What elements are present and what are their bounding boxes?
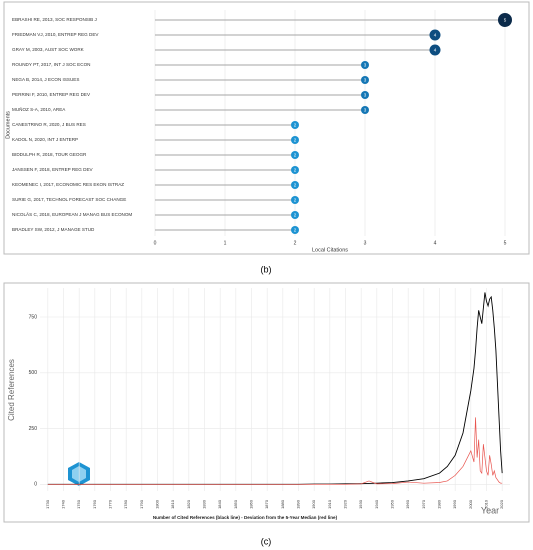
y-tick-label: KEOMENEC I, 2017, ECONOMIC RES EKON ISTR… <box>12 182 124 187</box>
value-label: 2 <box>294 227 297 232</box>
x-tick-label: 1980 <box>437 499 442 509</box>
dot <box>291 196 299 204</box>
y-tick-label: 0 <box>34 482 37 488</box>
y-tick-label: ROUNDY PT, 2017, INT J SOC ECON <box>12 62 90 67</box>
x-tick-label: 1790 <box>139 499 144 509</box>
dot <box>498 13 512 27</box>
dot <box>291 121 299 129</box>
y-tick-label: NEGA B, 2014, J ECON ISSUES <box>12 77 79 82</box>
x-tick-label: 1810 <box>170 499 175 509</box>
dot <box>361 76 369 84</box>
y-tick-label: BRADLEY SW, 2012, J MANAGE STUD <box>12 227 95 232</box>
x-tick-label: 1990 <box>452 499 457 509</box>
x-tick-label: 2000 <box>468 499 473 509</box>
y-axis-label: Cited References <box>7 359 16 421</box>
y-tick-label: KADOL N, 2020, INT J ENTERP <box>12 137 78 142</box>
y-tick-label: EBRASHI RE, 2013, SOC RESPONSIB J <box>12 17 97 22</box>
x-tick-label: 1860 <box>249 499 254 509</box>
x-tick-label: 1870 <box>264 499 269 509</box>
x-tick-label: 1850 <box>233 499 238 509</box>
x-tick-label: 1960 <box>405 499 410 509</box>
x-tick-label: 1970 <box>421 499 426 509</box>
dot <box>361 106 369 114</box>
value-label: 4 <box>434 32 437 37</box>
value-label: 3 <box>364 62 367 67</box>
x-tick-label: 1730 <box>45 499 50 509</box>
dot <box>291 211 299 219</box>
x-tick-label: 2 <box>294 240 297 246</box>
value-label: 2 <box>294 212 297 217</box>
value-label: 2 <box>294 167 297 172</box>
x-tick-label: 5 <box>504 240 507 246</box>
dot <box>291 166 299 174</box>
value-label: 2 <box>294 197 297 202</box>
x-tick-label: 4 <box>434 240 437 246</box>
x-tick-label: 1950 <box>390 499 395 509</box>
dot <box>291 181 299 189</box>
x-axis-label: Local Citations <box>312 247 348 253</box>
dot <box>291 151 299 159</box>
dot <box>361 61 369 69</box>
value-label: 3 <box>364 92 367 97</box>
value-label: 5 <box>504 17 507 22</box>
value-label: 2 <box>294 152 297 157</box>
value-label: 2 <box>294 137 297 142</box>
x-tick-label: 1920 <box>343 499 348 509</box>
x-tick-label: 1880 <box>280 499 285 509</box>
x-tick-label: 0 <box>154 240 157 246</box>
x-tick-label: 1890 <box>296 499 301 509</box>
x-tick-label: 1840 <box>217 499 222 509</box>
dot <box>361 91 369 99</box>
x-tick-label: 2020 <box>499 499 504 509</box>
dot <box>429 44 441 56</box>
x-tick-label: 1830 <box>202 499 207 509</box>
y-tick-label: 250 <box>29 426 38 432</box>
y-axis-label: Documents <box>5 111 11 139</box>
x-tick-label: 1930 <box>358 499 363 509</box>
x-tick-label: 1780 <box>123 499 128 509</box>
x-tick-label: 1760 <box>92 499 97 509</box>
y-tick-label: PERRINI F, 2010, ENTREP REG DEV <box>12 92 91 97</box>
y-tick-label: BIDDULPH R, 2018, TOUR GEOGR <box>12 152 87 157</box>
x-tick-label: 3 <box>364 240 367 246</box>
x-tick-label: 2010 <box>484 499 489 509</box>
y-tick-label: SURIE G, 2017, TECHNOL FORECAST SOC CHAN… <box>12 197 126 202</box>
panel-b-frame <box>3 1 530 255</box>
dot <box>291 226 299 234</box>
value-label: 2 <box>294 122 297 127</box>
y-tick-label: FRIEDMAN VJ, 2010, ENTREP REG DEV <box>12 32 99 37</box>
y-tick-label: MUÑOZ S-A, 2010, AREA <box>12 106 66 112</box>
panel-c-frame <box>3 282 530 523</box>
x-tick-label: 1900 <box>311 499 316 509</box>
x-tick-label: 1750 <box>76 499 81 509</box>
y-tick-label: GRAY M, 2003, AUST SOC WORK <box>12 47 85 52</box>
value-label: 3 <box>364 77 367 82</box>
x-tick-label: 1770 <box>108 499 113 509</box>
y-tick-label: CANESTRINO R, 2020, J BUS RES <box>12 122 86 127</box>
x-tick-label: 1740 <box>61 499 66 509</box>
line <box>47 417 503 485</box>
x-tick-label: 1940 <box>374 499 379 509</box>
y-tick-label: JANSSEN F, 2018, ENTREP REG DEV <box>12 167 94 172</box>
value-label: 3 <box>364 107 367 112</box>
x-tick-label: 1820 <box>186 499 191 509</box>
dot <box>429 29 441 41</box>
y-tick-label: 500 <box>29 370 38 376</box>
x-tick-label: 1800 <box>155 499 160 509</box>
x-tick-label: 1 <box>224 240 227 246</box>
value-label: 2 <box>294 182 297 187</box>
panel-caption: (c) <box>261 536 272 546</box>
panel-caption: (b) <box>261 264 272 274</box>
note: Number of Cited References (black line) … <box>153 515 338 520</box>
x-tick-label: 1910 <box>327 499 332 509</box>
x-axis-label: Year <box>481 505 499 515</box>
y-tick-label: NICOLĂS C, 2018, EUROPEAN J MANAG BUS EC… <box>12 211 132 217</box>
y-tick-label: 750 <box>29 314 38 320</box>
dot <box>291 136 299 144</box>
value-label: 4 <box>434 47 437 52</box>
